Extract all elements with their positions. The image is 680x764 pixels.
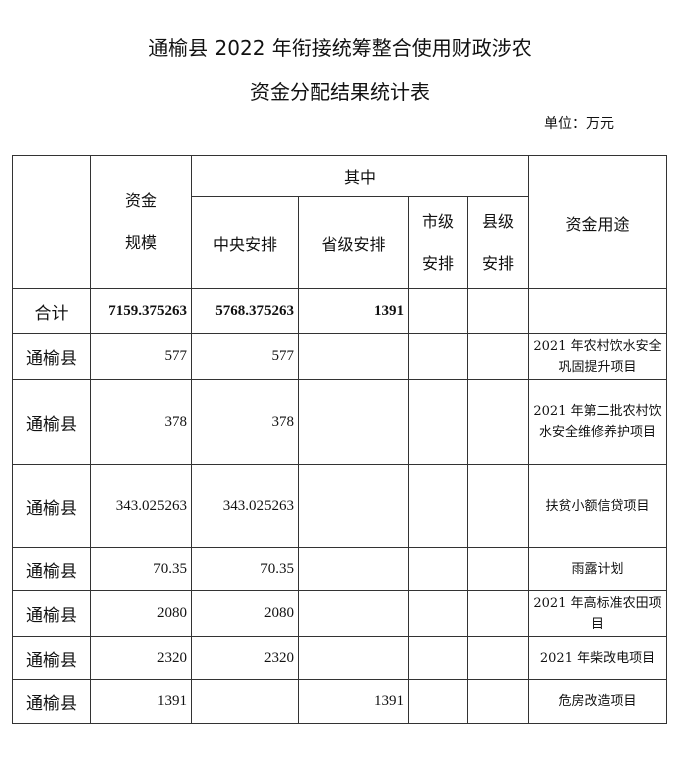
header-of-which: 其中	[191, 155, 529, 197]
header-county: 县级 安排	[467, 196, 529, 289]
row-county	[467, 636, 529, 680]
row-name: 通榆县	[12, 547, 91, 591]
row-city	[408, 636, 468, 680]
table-row: 通榆县 2320 2320 2021 年柴改电项目	[12, 636, 667, 680]
empty-cell	[467, 288, 529, 334]
row-provincial	[298, 333, 409, 380]
row-city	[408, 679, 468, 724]
row-use: 危房改造项目	[528, 679, 667, 724]
total-provincial: 1391	[298, 288, 409, 334]
empty-cell	[408, 288, 468, 334]
row-city	[408, 547, 468, 591]
row-county	[467, 547, 529, 591]
total-label: 合计	[12, 288, 91, 334]
table-row: 通榆县 70.35 70.35 雨露计划	[12, 547, 667, 591]
row-scale: 70.35	[90, 547, 192, 591]
header-blank	[12, 155, 91, 289]
row-central: 70.35	[191, 547, 299, 591]
row-name: 通榆县	[12, 636, 91, 680]
row-scale: 378	[90, 379, 192, 465]
row-provincial	[298, 464, 409, 548]
allocation-table: 资金 规模 其中 资金用途 中央安排 省级安排 市级 安排 县级 安排 合计 7…	[12, 155, 667, 724]
row-scale: 2080	[90, 590, 192, 637]
row-scale: 577	[90, 333, 192, 380]
table-row: 通榆县 1391 1391 危房改造项目	[12, 679, 667, 724]
row-central: 2320	[191, 636, 299, 680]
row-central: 343.025263	[191, 464, 299, 548]
row-central: 378	[191, 379, 299, 465]
row-use: 雨露计划	[528, 547, 667, 591]
row-name: 通榆县	[12, 590, 91, 637]
row-central	[191, 679, 299, 724]
unit-label: 单位：万元	[544, 116, 614, 132]
row-provincial	[298, 590, 409, 637]
row-central: 2080	[191, 590, 299, 637]
row-use: 2021 年农村饮水安全巩固提升项目	[528, 333, 667, 380]
header-scale: 资金 规模	[90, 155, 192, 289]
row-use: 2021 年第二批农村饮水安全维修养护项目	[528, 379, 667, 465]
total-row: 合计 7159.375263 5768.375263 1391	[12, 288, 667, 334]
row-county	[467, 590, 529, 637]
row-city	[408, 464, 468, 548]
header-central: 中央安排	[191, 196, 299, 289]
row-use: 2021 年高标准农田项目	[528, 590, 667, 637]
row-county	[467, 333, 529, 380]
header-use: 资金用途	[528, 155, 667, 289]
empty-cell	[528, 288, 667, 334]
row-name: 通榆县	[12, 464, 91, 548]
table-row: 通榆县 378 378 2021 年第二批农村饮水安全维修养护项目	[12, 379, 667, 465]
row-name: 通榆县	[12, 379, 91, 465]
table-row: 通榆县 577 577 2021 年农村饮水安全巩固提升项目	[12, 333, 667, 380]
row-provincial	[298, 547, 409, 591]
row-name: 通榆县	[12, 679, 91, 724]
title-line-2: 资金分配结果统计表	[250, 80, 430, 104]
header-city: 市级 安排	[408, 196, 468, 289]
row-use: 扶贫小额信贷项目	[528, 464, 667, 548]
row-provincial: 1391	[298, 679, 409, 724]
total-scale: 7159.375263	[90, 288, 192, 334]
row-provincial	[298, 636, 409, 680]
row-county	[467, 379, 529, 465]
row-county	[467, 679, 529, 724]
row-use: 2021 年柴改电项目	[528, 636, 667, 680]
row-scale: 343.025263	[90, 464, 192, 548]
row-scale: 2320	[90, 636, 192, 680]
total-central: 5768.375263	[191, 288, 299, 334]
row-city	[408, 379, 468, 465]
title-line-1: 通榆县 2022 年衔接统筹整合使用财政涉农	[148, 36, 532, 60]
header-provincial: 省级安排	[298, 196, 409, 289]
row-name: 通榆县	[12, 333, 91, 380]
row-provincial	[298, 379, 409, 465]
table-row: 通榆县 343.025263 343.025263 扶贫小额信贷项目	[12, 464, 667, 548]
row-city	[408, 590, 468, 637]
row-scale: 1391	[90, 679, 192, 724]
row-county	[467, 464, 529, 548]
row-central: 577	[191, 333, 299, 380]
row-city	[408, 333, 468, 380]
table-row: 通榆县 2080 2080 2021 年高标准农田项目	[12, 590, 667, 637]
